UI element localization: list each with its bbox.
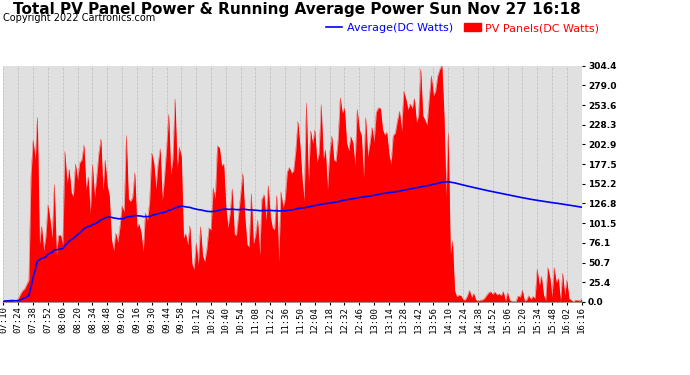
Text: Total PV Panel Power & Running Average Power Sun Nov 27 16:18: Total PV Panel Power & Running Average P…: [13, 2, 580, 17]
Text: Copyright 2022 Cartronics.com: Copyright 2022 Cartronics.com: [3, 13, 156, 23]
Legend: Average(DC Watts), PV Panels(DC Watts): Average(DC Watts), PV Panels(DC Watts): [321, 19, 604, 38]
